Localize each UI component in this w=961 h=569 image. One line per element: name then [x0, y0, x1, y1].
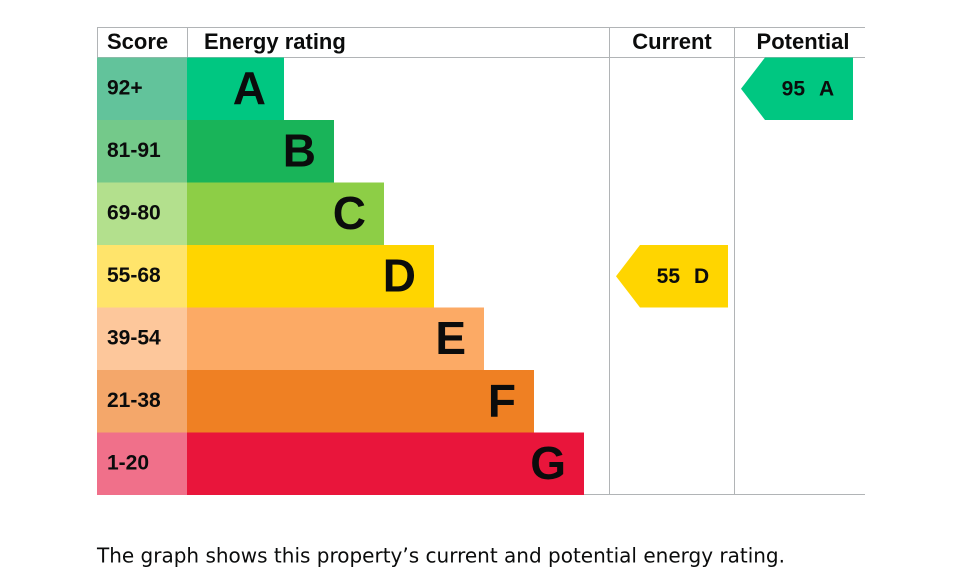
header-potential: Potential	[757, 29, 850, 54]
score-label: 92+	[107, 76, 143, 99]
score-cell	[97, 120, 187, 183]
rating-bar	[187, 307, 484, 370]
score-cell	[97, 370, 187, 433]
score-label: 39-54	[107, 326, 161, 349]
potential-value: 95	[782, 77, 806, 100]
potential-arrow	[741, 57, 853, 120]
header-score: Score	[107, 29, 168, 54]
header-energy-rating: Energy rating	[204, 29, 346, 54]
score-label: 81-91	[107, 139, 161, 162]
caption: The graph shows this property’s current …	[96, 544, 785, 568]
rating-letter: C	[333, 187, 366, 239]
header-current: Current	[632, 29, 712, 54]
rating-bar	[187, 370, 534, 433]
rating-bar	[187, 120, 334, 183]
rating-letter: F	[488, 374, 516, 426]
rating-bar	[187, 182, 384, 245]
score-label: 21-38	[107, 389, 161, 412]
score-cell	[97, 57, 187, 120]
rating-letter: D	[383, 249, 416, 301]
score-label: 69-80	[107, 201, 161, 224]
score-cell	[97, 307, 187, 370]
score-label: 55-68	[107, 264, 161, 287]
score-cell	[97, 245, 187, 308]
rating-letter: G	[530, 437, 566, 489]
potential-letter: A	[819, 77, 834, 100]
current-letter: D	[694, 265, 709, 288]
rating-bar	[187, 432, 584, 495]
score-cell	[97, 432, 187, 495]
current-arrow	[616, 245, 728, 308]
rating-bar	[187, 57, 284, 120]
rating-letter: E	[435, 312, 466, 364]
score-cell	[97, 182, 187, 245]
current-value: 55	[657, 265, 681, 288]
score-label: 1-20	[107, 451, 149, 474]
rating-letter: A	[233, 62, 266, 114]
rating-bar	[187, 245, 434, 308]
rating-letter: B	[283, 124, 316, 176]
